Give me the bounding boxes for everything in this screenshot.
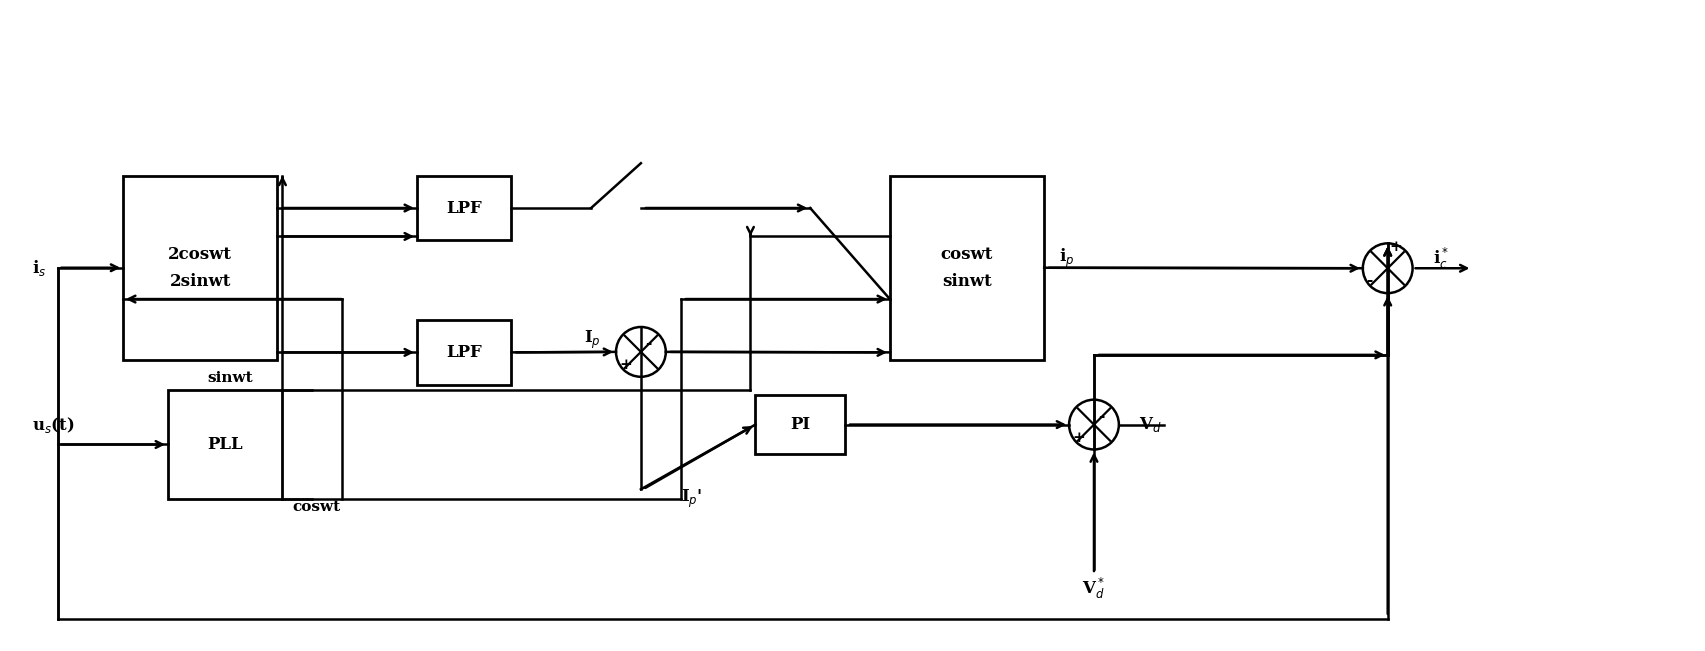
Bar [167,390,283,499]
Text: i$_s$: i$_s$ [31,258,46,278]
Text: coswt: coswt [292,500,341,514]
Text: +: + [1071,430,1084,445]
Bar [755,395,844,454]
Text: u$_s$(t): u$_s$(t) [31,415,73,435]
Bar [416,176,512,240]
Text: I$_p$: I$_p$ [583,329,600,351]
Text: LPF: LPF [447,344,483,361]
Text: PLL: PLL [208,436,242,453]
Text: V$_d$: V$_d$ [1139,415,1161,434]
Text: -: - [644,337,651,351]
Text: V$_d^*$: V$_d^*$ [1083,576,1105,602]
Text: -: - [1366,274,1371,288]
Text: LPF: LPF [447,199,483,217]
Text: 2coswt
2sinwt: 2coswt 2sinwt [169,245,232,290]
Bar [416,320,512,385]
Text: -: - [1098,409,1103,424]
Text: i$_p$: i$_p$ [1059,247,1074,270]
Text: sinwt: sinwt [208,371,254,385]
Text: i$_c^*$: i$_c^*$ [1432,245,1448,271]
Text: coswt
sinwt: coswt sinwt [939,245,992,290]
Bar [890,176,1043,360]
Text: I$_p$': I$_p$' [680,488,702,510]
Bar [123,176,278,360]
Text: +: + [619,358,631,372]
Text: +: + [1390,240,1402,255]
Text: PI: PI [789,416,810,433]
